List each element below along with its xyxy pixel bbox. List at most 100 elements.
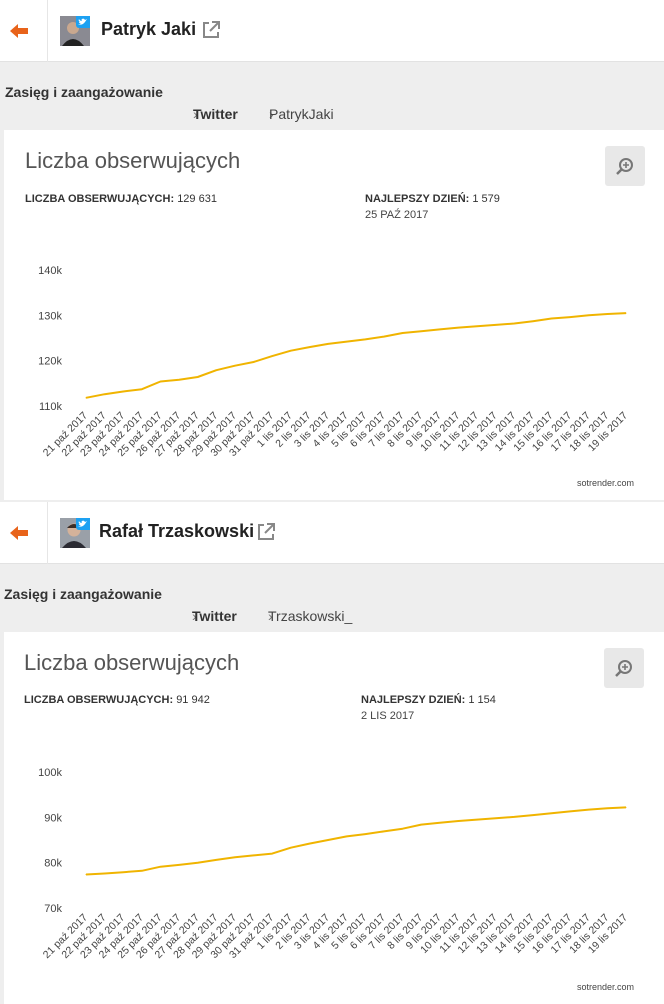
header-divider — [47, 502, 48, 564]
data-point — [532, 814, 534, 816]
y-tick-label: 90k — [44, 812, 62, 824]
arrow-left-icon — [10, 24, 28, 38]
data-point — [588, 314, 590, 316]
profile-header: Patryk Jaki — [0, 0, 664, 62]
back-button[interactable] — [10, 524, 30, 542]
data-point — [551, 812, 553, 814]
data-point — [383, 336, 385, 338]
followers-value: 91 942 — [176, 694, 210, 706]
best-day-label: NAJLEPSZY DZIEŃ: — [365, 193, 470, 205]
breadcrumb-section[interactable]: Zasięg i zaangażowanie — [5, 84, 163, 100]
twitter-badge-icon — [76, 518, 90, 530]
data-point — [197, 376, 199, 378]
data-point — [476, 325, 478, 327]
external-link-button[interactable] — [201, 20, 221, 40]
data-point — [402, 828, 404, 830]
data-point — [253, 361, 255, 363]
data-point — [215, 859, 217, 861]
data-point — [513, 322, 515, 324]
y-tick-label: 110k — [39, 401, 63, 413]
credit-text: sotrender.com — [576, 478, 634, 488]
chevron-right-icon: › — [269, 106, 274, 122]
data-point — [457, 820, 459, 822]
data-point — [606, 807, 608, 809]
data-point — [346, 835, 348, 837]
data-point — [383, 830, 385, 832]
data-point — [141, 388, 143, 390]
followers-card: Liczba obserwujących LICZBA OBSERWUJĄCYC… — [4, 130, 664, 500]
series-line — [85, 806, 627, 876]
data-point — [495, 324, 497, 326]
data-point — [457, 327, 459, 329]
breadcrumb: Zasięg i zaangażowanie › Twitter › Trzasko… — [0, 564, 664, 626]
breadcrumb-account-label: PatrykJaki — [269, 106, 334, 122]
best-day-stat: NAJLEPSZY DZIEŃ: 1 579 — [365, 193, 500, 205]
arrow-left-icon — [10, 526, 28, 540]
data-point — [85, 873, 87, 875]
data-point — [122, 871, 124, 873]
zoom-in-icon — [616, 158, 633, 175]
best-day-value: 1 154 — [468, 694, 496, 706]
followers-stat: LICZBA OBSERWUJĄCYCH: 129 631 — [25, 193, 217, 205]
data-point — [439, 822, 441, 824]
best-day-value: 1 579 — [472, 193, 500, 205]
twitter-badge-icon — [76, 16, 90, 28]
series-line — [85, 312, 627, 399]
best-day-stat: NAJLEPSZY DZIEŃ: 1 154 — [361, 694, 496, 706]
profile-name: Patryk Jaki — [101, 19, 197, 39]
breadcrumb-network-label: Twitter — [193, 106, 238, 122]
header-divider — [47, 0, 48, 62]
back-button[interactable] — [10, 22, 30, 40]
best-day-date: 25 PAŹ 2017 — [365, 209, 429, 221]
profile-section-1: Patryk Jaki Zasięg i zaangażowanie › Twit… — [0, 0, 664, 500]
data-point — [402, 332, 404, 334]
best-day-label: NAJLEPSZY DZIEŃ: — [361, 694, 466, 706]
credit-text: sotrender.com — [576, 982, 634, 992]
data-point — [253, 854, 255, 856]
data-point — [327, 343, 329, 345]
data-point — [551, 318, 553, 320]
data-point — [178, 379, 180, 381]
data-point — [271, 355, 273, 357]
data-point — [569, 810, 571, 812]
avatar — [60, 16, 90, 46]
data-point — [234, 856, 236, 858]
card-title: Liczba obserwujących — [25, 148, 241, 173]
data-point — [159, 866, 161, 868]
chevron-right-icon: › — [193, 106, 198, 122]
breadcrumb: Zasięg i zaangażowanie › Twitter › PatrykJ… — [0, 62, 664, 124]
y-tick-label: 130k — [38, 310, 62, 322]
profile-header: Rafał Trzaskowski — [0, 502, 664, 564]
y-tick-label: 70k — [44, 903, 62, 915]
data-point — [625, 806, 627, 808]
data-point — [215, 369, 217, 371]
card-title: Liczba obserwujących — [24, 650, 240, 675]
y-tick-label: 120k — [38, 356, 62, 368]
zoom-button[interactable] — [605, 146, 645, 186]
breadcrumb-network-label: Twitter — [192, 608, 237, 624]
data-point — [104, 873, 106, 875]
zoom-button[interactable] — [604, 648, 644, 688]
followers-value: 129 631 — [177, 193, 217, 205]
data-point — [290, 847, 292, 849]
external-link-button[interactable] — [256, 522, 276, 542]
data-point — [625, 312, 627, 314]
data-point — [364, 833, 366, 835]
y-tick-label: 80k — [44, 858, 62, 870]
data-point — [588, 809, 590, 811]
data-point — [495, 817, 497, 819]
data-point — [569, 316, 571, 318]
followers-stat: LICZBA OBSERWUJĄCYCH: 91 942 — [24, 694, 210, 706]
data-point — [308, 843, 310, 845]
data-point — [178, 864, 180, 866]
avatar — [60, 518, 90, 548]
y-tick-label: 140k — [38, 265, 62, 277]
zoom-in-icon — [615, 660, 632, 677]
data-point — [85, 397, 87, 399]
breadcrumb-section[interactable]: Zasięg i zaangażowanie — [4, 586, 162, 602]
data-point — [606, 313, 608, 315]
data-point — [532, 320, 534, 322]
data-point — [234, 365, 236, 367]
data-point — [420, 330, 422, 332]
